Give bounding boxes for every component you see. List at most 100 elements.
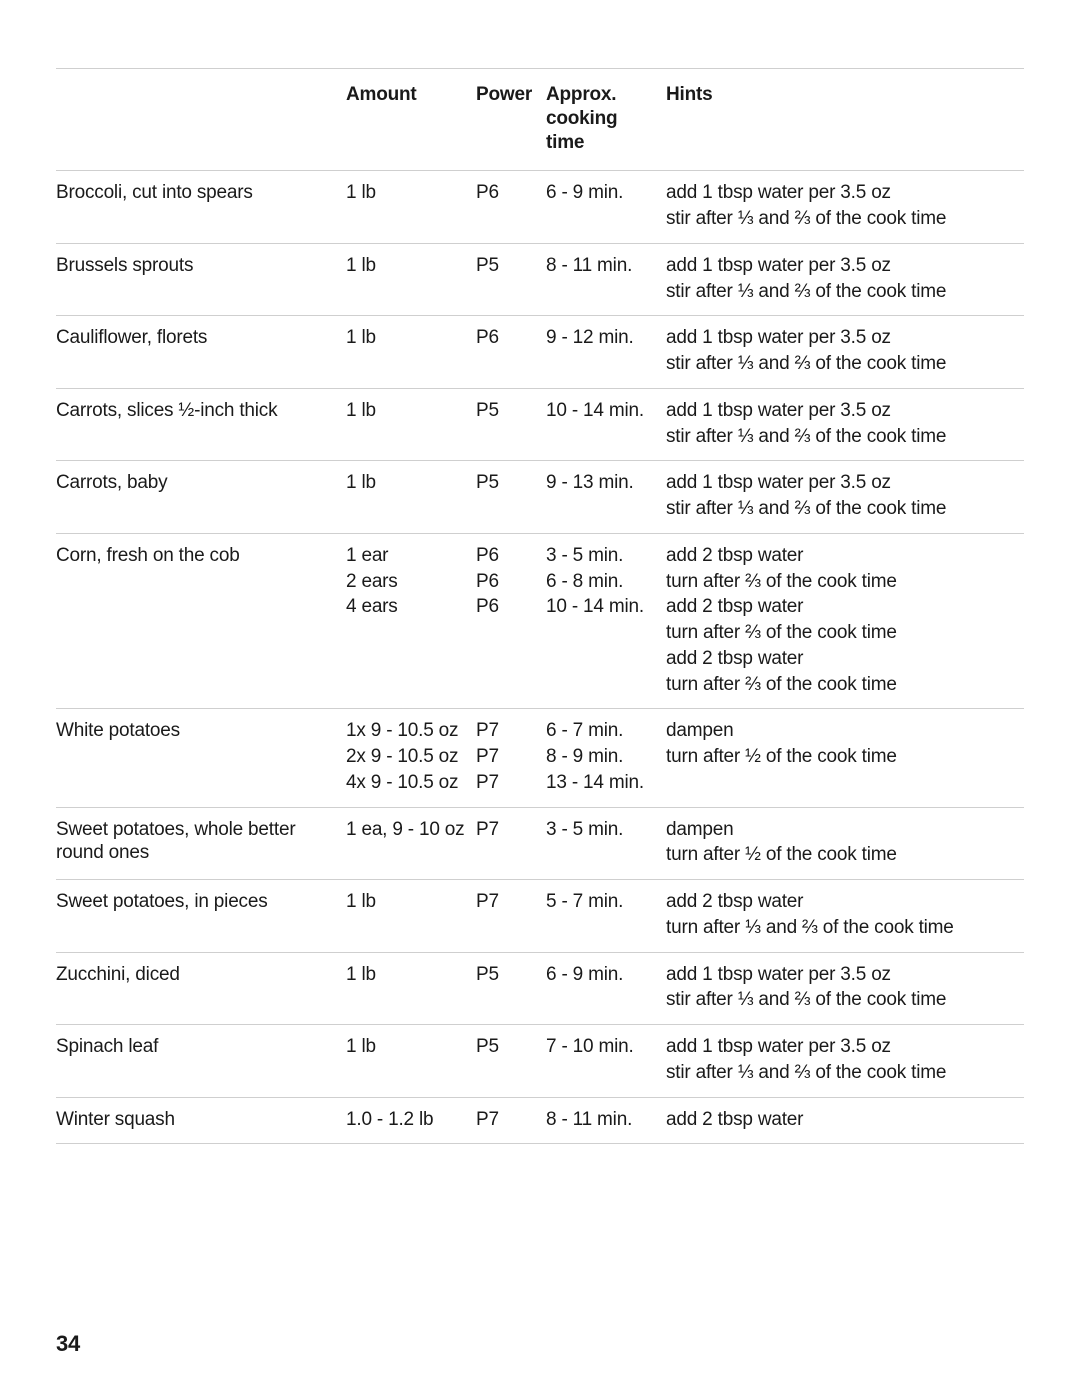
cell-amount-line: 1.0 - 1.2 lb [346,1108,470,1134]
cell-time-line: 8 - 9 min. [546,745,660,771]
cell-hints: add 1 tbsp water per 3.5 ozstir after ⅓ … [666,1025,1024,1098]
cell-hints-line: stir after ⅓ and ⅔ of the cook time [666,280,1018,306]
cell-food: Broccoli, cut into spears [56,171,346,244]
cell-time-line: 10 - 14 min. [546,399,660,425]
cell-power-line: P7 [476,818,540,844]
cell-power: P6 [476,171,546,244]
cell-amount: 1 ear2 ears4 ears [346,533,476,709]
cell-amount-line: 2x 9 - 10.5 oz [346,745,470,771]
col-time: Approx. cooking time [546,69,666,171]
cell-hints-line: stir after ⅓ and ⅔ of the cook time [666,497,1018,523]
cell-power: P7P7P7 [476,709,546,807]
table-row: Carrots, slices ½-inch thick1 lbP510 - 1… [56,388,1024,461]
cell-time-line: 6 - 9 min. [546,181,660,207]
cell-amount-line: 1 lb [346,254,470,280]
cell-amount-line: 1 lb [346,181,470,207]
cell-power-line: P5 [476,963,540,989]
cell-time-line: 9 - 12 min. [546,326,660,352]
cell-hints-line: stir after ⅓ and ⅔ of the cook time [666,988,1018,1014]
cell-time-line: 6 - 9 min. [546,963,660,989]
cell-power-line: P6 [476,544,540,570]
cell-hints-line: stir after ⅓ and ⅔ of the cook time [666,352,1018,378]
cell-time-line: 6 - 8 min. [546,570,660,596]
cell-time-line: 9 - 13 min. [546,471,660,497]
cell-hints: add 1 tbsp water per 3.5 ozstir after ⅓ … [666,461,1024,534]
cell-power-line: P6 [476,181,540,207]
cell-food: Winter squash [56,1097,346,1144]
cell-power-line: P5 [476,399,540,425]
cell-power: P6 [476,316,546,389]
cell-time: 8 - 11 min. [546,1097,666,1144]
table-header: Amount Power Approx. cooking time Hints [56,69,1024,171]
table-row: Sweet potatoes, in pieces1 lbP75 - 7 min… [56,880,1024,953]
cell-time-line: 8 - 11 min. [546,1108,660,1134]
cell-amount-line: 4 ears [346,595,470,621]
cell-amount-line: 1 lb [346,1035,470,1061]
cell-amount-line: 1 ea, 9 - 10 oz [346,818,470,844]
cell-power: P7 [476,880,546,953]
cell-power: P5 [476,1025,546,1098]
cell-amount-line: 1 lb [346,399,470,425]
table-row: Winter squash1.0 - 1.2 lbP78 - 11 min.ad… [56,1097,1024,1144]
cell-power: P7 [476,1097,546,1144]
table-body: Broccoli, cut into spears1 lbP66 - 9 min… [56,171,1024,1144]
cell-hints: add 1 tbsp water per 3.5 ozstir after ⅓ … [666,243,1024,316]
cell-time-line: 10 - 14 min. [546,595,660,621]
cell-time: 6 - 7 min.8 - 9 min.13 - 14 min. [546,709,666,807]
cell-hints: add 2 tbsp water turn after ⅔ of the cook… [666,533,1024,709]
cell-hints-line: dampen [666,719,1018,745]
cell-time: 3 - 5 min.6 - 8 min.10 - 14 min. [546,533,666,709]
cell-amount-line: 1 ear [346,544,470,570]
cell-time-line: 13 - 14 min. [546,771,660,797]
document-page: Amount Power Approx. cooking time Hints … [0,0,1080,1397]
cell-power: P5 [476,243,546,316]
cell-food: Carrots, slices ½-inch thick [56,388,346,461]
cell-amount-line: 1 lb [346,890,470,916]
cell-hints-line: turn after ½ of the cook time [666,843,1018,869]
cell-power-line: P5 [476,1035,540,1061]
cell-hints: add 2 tbsp water [666,1097,1024,1144]
cell-amount: 1 lb [346,171,476,244]
col-hints: Hints [666,69,1024,171]
cell-amount: 1 lb [346,461,476,534]
cell-hints-line: add 1 tbsp water per 3.5 oz [666,399,1018,425]
cell-hints-line: add 2 tbsp water [666,647,1018,673]
cell-time: 10 - 14 min. [546,388,666,461]
cell-power-line: P5 [476,471,540,497]
cell-time-line: 3 - 5 min. [546,544,660,570]
cell-hints-line: dampen [666,818,1018,844]
cooking-table: Amount Power Approx. cooking time Hints … [56,68,1024,1144]
cell-hints-line: add 1 tbsp water per 3.5 oz [666,326,1018,352]
cell-power: P5 [476,388,546,461]
cell-time-line: 7 - 10 min. [546,1035,660,1061]
table-row: Brussels sprouts1 lbP58 - 11 min.add 1 t… [56,243,1024,316]
cell-amount-line: 1x 9 - 10.5 oz [346,719,470,745]
cell-power: P7 [476,807,546,880]
cell-food: Zucchini, diced [56,952,346,1025]
cell-hints-line: add 2 tbsp water [666,1108,1018,1134]
cell-amount-line: 4x 9 - 10.5 oz [346,771,470,797]
cell-amount: 1.0 - 1.2 lb [346,1097,476,1144]
cell-amount-line: 1 lb [346,963,470,989]
cell-hints: add 1 tbsp water per 3.5 ozstir after ⅓ … [666,171,1024,244]
cell-hints: add 1 tbsp water per 3.5 ozstir after ⅓ … [666,388,1024,461]
cell-amount-line: 1 lb [346,326,470,352]
cell-food: Carrots, baby [56,461,346,534]
col-power: Power [476,69,546,171]
cell-power: P5 [476,952,546,1025]
cell-hints: add 1 tbsp water per 3.5 ozstir after ⅓ … [666,316,1024,389]
table-row: Corn, fresh on the cob1 ear2 ears4 earsP… [56,533,1024,709]
cell-time: 8 - 11 min. [546,243,666,316]
cell-time: 5 - 7 min. [546,880,666,953]
cell-amount: 1 lb [346,952,476,1025]
cell-hints: dampenturn after ½ of the cook time [666,709,1024,807]
cell-power-line: P7 [476,745,540,771]
cell-time-line: 8 - 11 min. [546,254,660,280]
cell-hints-line: turn after ⅔ of the cook time [666,570,1018,596]
cell-power: P6P6P6 [476,533,546,709]
cell-hints-line: stir after ⅓ and ⅔ of the cook time [666,425,1018,451]
cell-time-line: 6 - 7 min. [546,719,660,745]
cell-food: White potatoes [56,709,346,807]
cell-power-line: P7 [476,890,540,916]
cell-power-line: P7 [476,1108,540,1134]
